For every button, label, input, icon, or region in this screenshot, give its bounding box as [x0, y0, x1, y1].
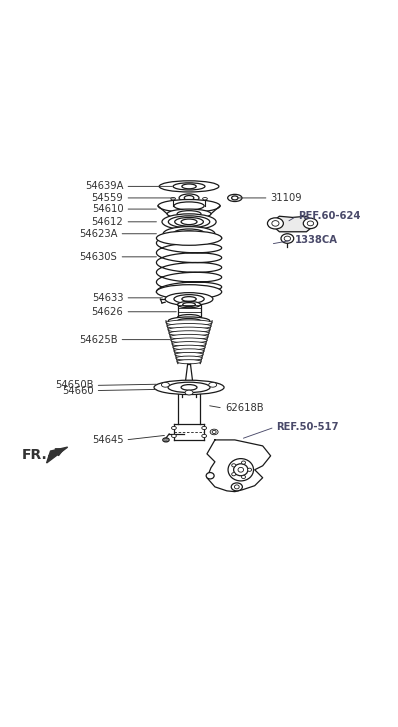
- Ellipse shape: [165, 438, 167, 441]
- Ellipse shape: [202, 434, 207, 438]
- Ellipse shape: [177, 360, 201, 364]
- Ellipse shape: [172, 342, 206, 346]
- Ellipse shape: [281, 234, 294, 244]
- Text: 54626: 54626: [92, 307, 123, 317]
- Ellipse shape: [165, 293, 213, 305]
- Ellipse shape: [181, 231, 197, 236]
- Ellipse shape: [228, 194, 242, 201]
- Ellipse shape: [232, 473, 236, 475]
- Ellipse shape: [206, 473, 214, 479]
- Ellipse shape: [212, 430, 216, 433]
- Ellipse shape: [169, 331, 209, 336]
- Ellipse shape: [156, 231, 222, 245]
- Ellipse shape: [166, 320, 212, 326]
- Text: 54623A: 54623A: [79, 229, 117, 238]
- Ellipse shape: [180, 381, 198, 386]
- Ellipse shape: [156, 285, 222, 299]
- Ellipse shape: [154, 380, 224, 395]
- Text: REF.50-517: REF.50-517: [277, 422, 339, 432]
- Ellipse shape: [179, 194, 199, 202]
- Ellipse shape: [162, 382, 170, 387]
- Text: 31109: 31109: [271, 193, 302, 203]
- Ellipse shape: [184, 196, 194, 201]
- Text: 54559: 54559: [92, 193, 123, 203]
- Ellipse shape: [167, 209, 211, 219]
- Text: REF.60-624: REF.60-624: [298, 212, 361, 221]
- Ellipse shape: [232, 464, 236, 467]
- Ellipse shape: [248, 468, 252, 471]
- Ellipse shape: [170, 334, 208, 340]
- Text: 54639A: 54639A: [85, 182, 123, 191]
- Ellipse shape: [182, 297, 196, 302]
- Ellipse shape: [162, 214, 216, 230]
- Ellipse shape: [173, 345, 205, 350]
- Text: 54630S: 54630S: [80, 252, 117, 262]
- Ellipse shape: [231, 483, 242, 491]
- Text: 1338CA: 1338CA: [295, 235, 338, 245]
- Ellipse shape: [181, 385, 197, 390]
- Ellipse shape: [163, 227, 215, 241]
- Ellipse shape: [177, 211, 201, 217]
- Ellipse shape: [267, 218, 283, 229]
- Ellipse shape: [242, 461, 246, 464]
- Text: 54650B: 54650B: [55, 380, 94, 390]
- Ellipse shape: [242, 475, 246, 478]
- Ellipse shape: [175, 217, 203, 226]
- Text: 54612: 54612: [92, 217, 123, 227]
- Ellipse shape: [183, 302, 195, 307]
- Text: 54610: 54610: [92, 204, 123, 214]
- Ellipse shape: [159, 181, 219, 192]
- Ellipse shape: [172, 434, 176, 438]
- Ellipse shape: [234, 485, 239, 489]
- Polygon shape: [270, 216, 316, 232]
- Polygon shape: [47, 447, 68, 463]
- Ellipse shape: [181, 219, 197, 225]
- Ellipse shape: [174, 349, 204, 353]
- Ellipse shape: [303, 218, 318, 228]
- Ellipse shape: [203, 198, 207, 200]
- Text: 54645: 54645: [92, 435, 123, 445]
- Ellipse shape: [272, 220, 279, 226]
- Ellipse shape: [172, 426, 176, 430]
- Ellipse shape: [238, 467, 244, 472]
- Ellipse shape: [185, 390, 193, 395]
- Ellipse shape: [202, 426, 207, 430]
- Ellipse shape: [173, 229, 205, 238]
- Ellipse shape: [171, 338, 207, 343]
- Ellipse shape: [182, 184, 196, 189]
- Ellipse shape: [178, 318, 201, 324]
- Ellipse shape: [175, 353, 203, 357]
- Ellipse shape: [174, 202, 204, 210]
- Ellipse shape: [307, 221, 314, 226]
- Ellipse shape: [168, 216, 210, 228]
- Ellipse shape: [284, 236, 291, 241]
- Ellipse shape: [158, 199, 220, 212]
- Ellipse shape: [168, 327, 210, 332]
- Ellipse shape: [167, 324, 211, 329]
- Text: 54660: 54660: [62, 385, 94, 395]
- Ellipse shape: [173, 182, 205, 190]
- Ellipse shape: [171, 198, 176, 200]
- Text: 54633: 54633: [92, 293, 123, 303]
- Ellipse shape: [163, 438, 169, 442]
- Text: 54625B: 54625B: [79, 334, 117, 345]
- Ellipse shape: [168, 317, 210, 325]
- Ellipse shape: [228, 459, 254, 481]
- Ellipse shape: [234, 464, 248, 475]
- Ellipse shape: [178, 302, 201, 308]
- Ellipse shape: [232, 196, 238, 200]
- Text: FR.: FR.: [22, 448, 48, 462]
- Ellipse shape: [168, 382, 210, 393]
- Ellipse shape: [174, 294, 204, 303]
- Ellipse shape: [176, 356, 202, 361]
- Ellipse shape: [210, 429, 218, 435]
- Ellipse shape: [209, 382, 217, 387]
- Ellipse shape: [178, 315, 201, 320]
- Text: 62618B: 62618B: [225, 403, 263, 413]
